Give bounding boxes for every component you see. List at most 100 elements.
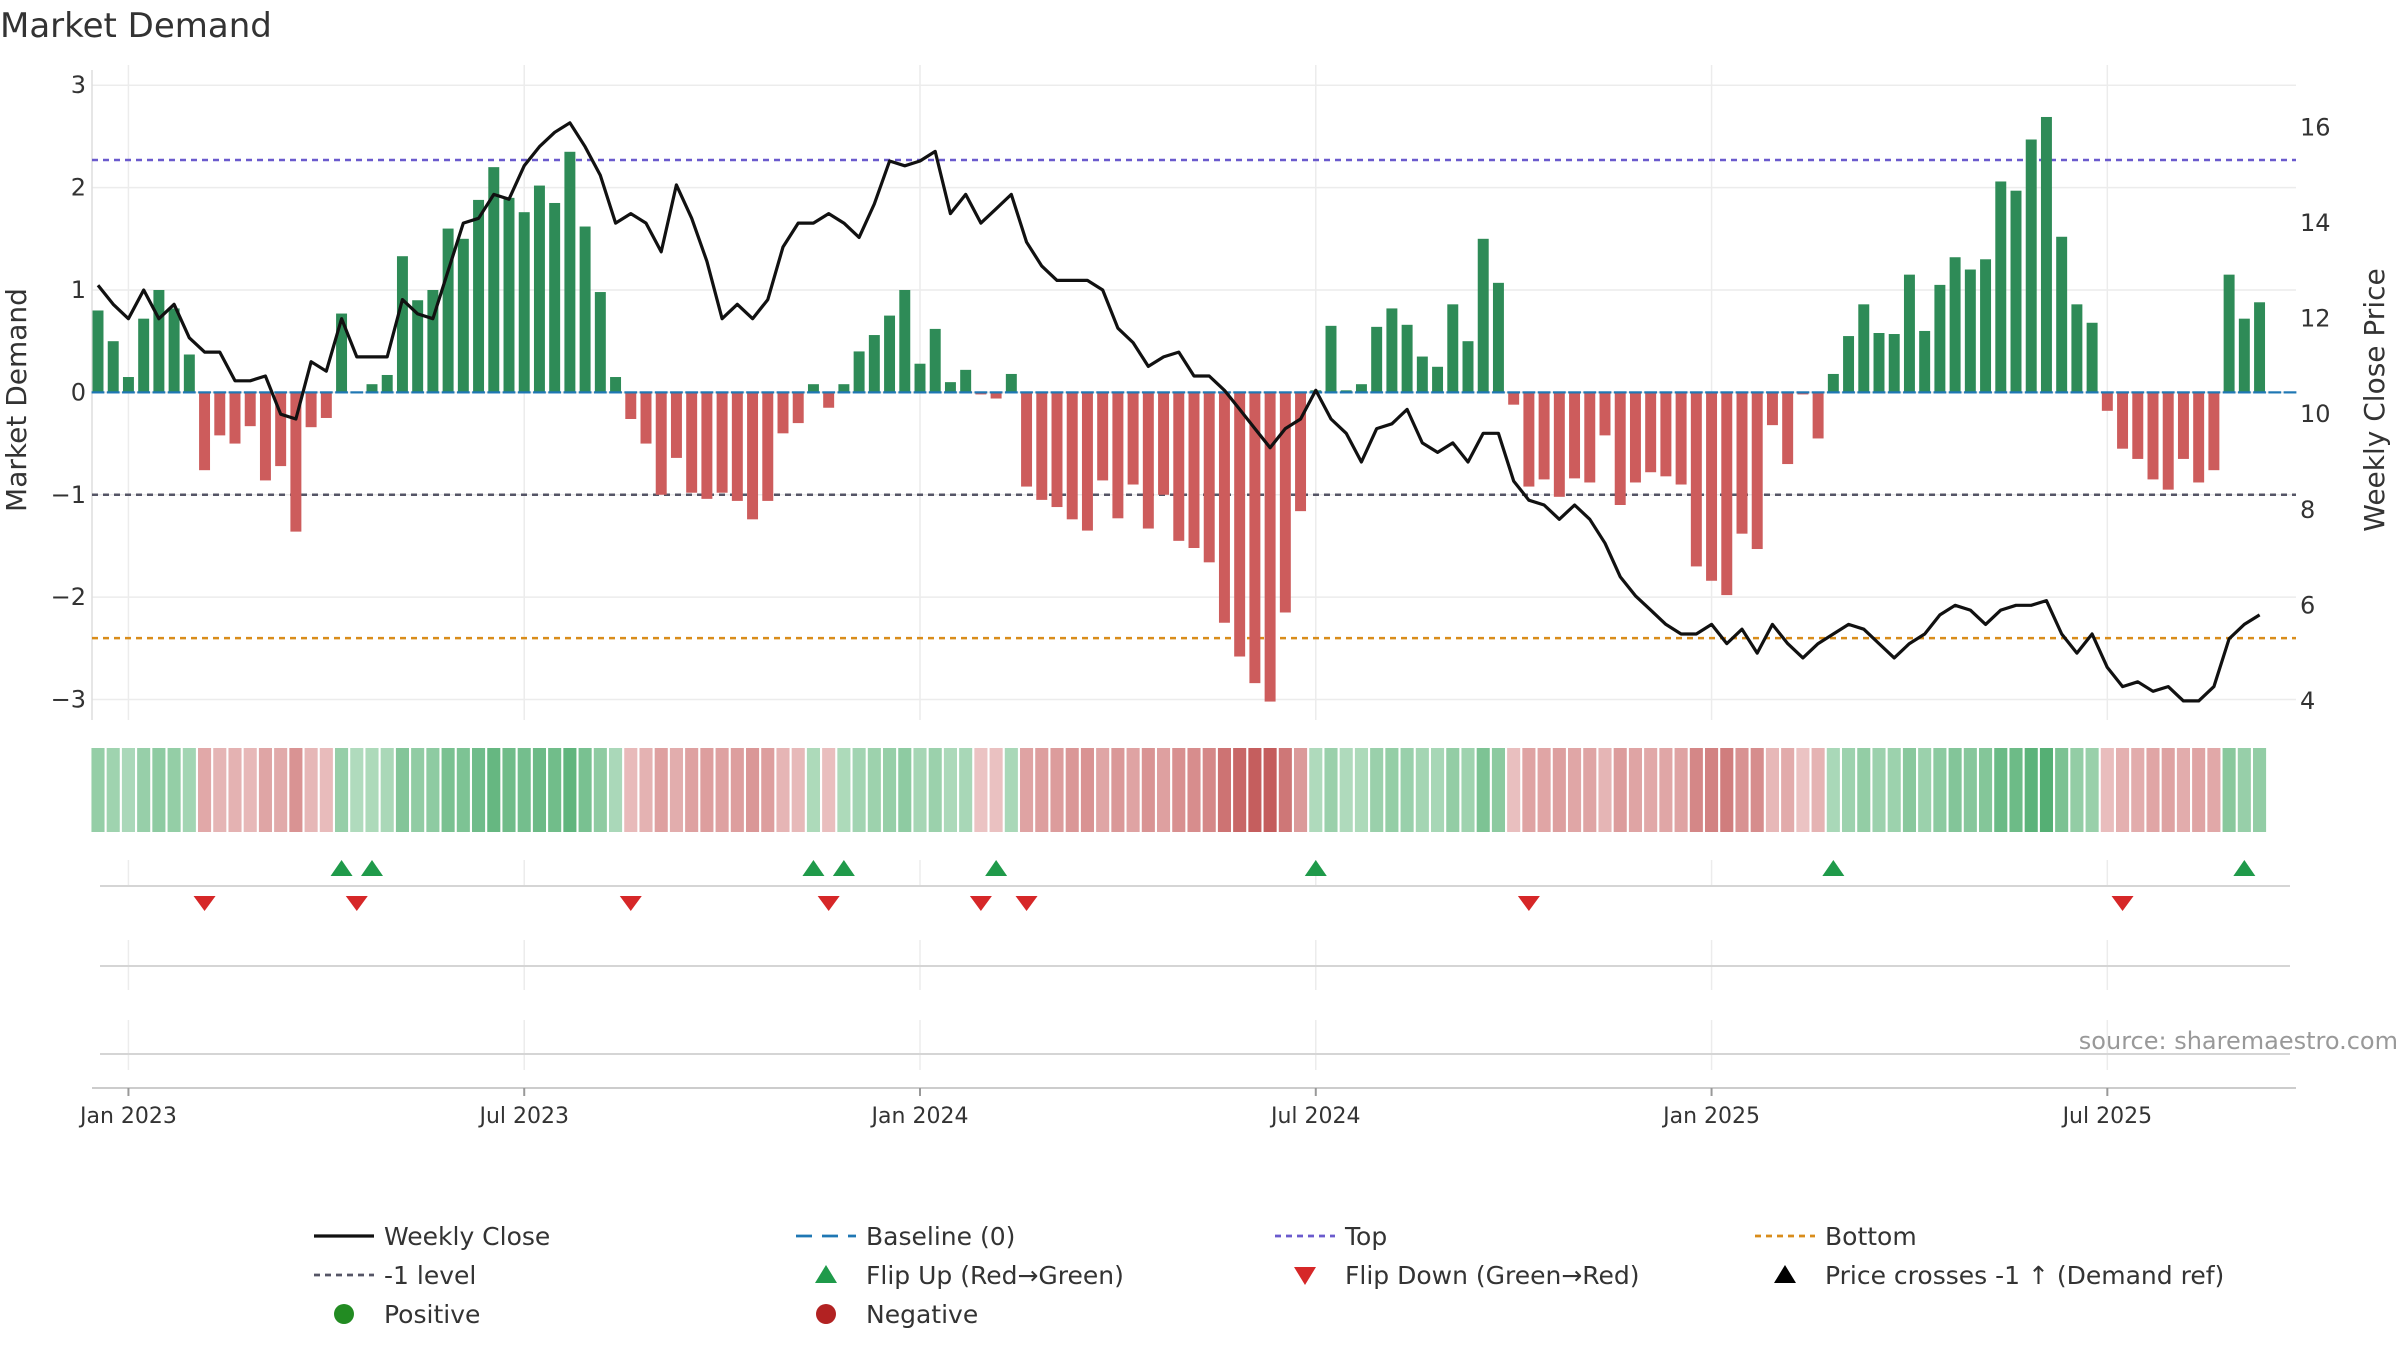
legend-label-negative: Negative (866, 1300, 978, 1329)
y-tick-label: −3 (51, 686, 86, 714)
positive-strip-cell (1963, 748, 1977, 832)
positive-strip-cell (609, 748, 623, 832)
negative-demand-bar (1751, 392, 1763, 550)
positive-demand-bar (1919, 330, 1931, 393)
negative-strip-cell (791, 748, 805, 832)
positive-demand-bar (2056, 236, 2068, 393)
negative-demand-bar (792, 392, 804, 424)
positive-strip-cell (2039, 748, 2053, 832)
negative-strip-cell (1141, 748, 1155, 832)
positive-strip-cell (1994, 748, 2008, 832)
positive-demand-bar (2223, 274, 2235, 393)
positive-strip-cell (532, 748, 546, 832)
negative-demand-bar (229, 392, 241, 444)
positive-strip-cell (959, 748, 973, 832)
legend-label-price-cross: Price crosses -1 ↑ (Demand ref) (1825, 1261, 2224, 1290)
legend-label-flip-down: Flip Down (Green→Red) (1345, 1261, 1640, 1290)
negative-demand-bar (1812, 392, 1824, 439)
y2-tick-label: 6 (2300, 591, 2315, 619)
legend-label-minus-one: -1 level (384, 1261, 476, 1290)
negative-demand-bar (655, 392, 667, 495)
positive-strip-cell (1887, 748, 1901, 832)
negative-strip-cell (974, 748, 988, 832)
flip-up-marker (361, 860, 383, 876)
positive-demand-bar (138, 318, 150, 393)
flip-down-marker (1517, 896, 1540, 911)
negative-demand-bar (1021, 392, 1033, 487)
y2-tick-label: 4 (2300, 687, 2315, 715)
positive-demand-bar (153, 290, 165, 393)
positive-strip-cell (1842, 748, 1856, 832)
negative-strip-cell (1689, 748, 1703, 832)
negative-demand-bar (1112, 392, 1124, 519)
y-tick-label: 3 (71, 71, 86, 99)
demand-heat-strip (91, 748, 2267, 832)
positive-demand-bar (1827, 373, 1839, 393)
y2-axis-label: Weekly Close Price (2358, 268, 2391, 531)
positive-strip-cell (593, 748, 607, 832)
negative-strip-cell (1111, 748, 1125, 832)
positive-demand-bar (1995, 181, 2007, 393)
negative-demand-bar (2101, 392, 2113, 411)
positive-demand-bar (2025, 139, 2037, 393)
negative-demand-bar (1188, 392, 1200, 548)
weekly-close-line (96, 121, 2261, 703)
positive-demand-bar (1903, 274, 1915, 393)
negative-strip-cell (1020, 748, 1034, 832)
legend-swatch-positive (334, 1304, 354, 1324)
negative-strip-cell (1126, 748, 1140, 832)
negative-strip-cell (274, 748, 288, 832)
positive-demand-bar (868, 335, 880, 393)
positive-strip-cell (1461, 748, 1475, 832)
positive-demand-bar (1934, 284, 1946, 393)
negative-strip-cell (1598, 748, 1612, 832)
legend-swatch-price-cross (1774, 1265, 1796, 1283)
negative-strip-cell (1263, 748, 1277, 832)
negative-strip-cell (1568, 748, 1582, 832)
positive-demand-bar (518, 212, 530, 393)
positive-demand-bar (1386, 308, 1398, 393)
x-tick-label: Jul 2024 (1269, 1104, 1361, 1129)
positive-demand-bar (1355, 384, 1367, 393)
negative-strip-cell (2131, 748, 2145, 832)
positive-strip-cell (2009, 748, 2023, 832)
negative-strip-cell (1217, 748, 1231, 832)
positive-strip-cell (1324, 748, 1338, 832)
negative-demand-bar (1234, 392, 1246, 657)
negative-demand-bar (2193, 392, 2205, 483)
positive-strip-cell (121, 748, 135, 832)
negative-strip-cell (1765, 748, 1779, 832)
positive-demand-bar (92, 310, 104, 393)
y2-tick-label: 16 (2300, 114, 2331, 142)
flip-up-marker (2233, 860, 2256, 876)
positive-demand-bar (2238, 318, 2250, 393)
negative-demand-bar (1660, 392, 1672, 477)
positive-strip-cell (2253, 748, 2267, 832)
negative-strip-cell (1659, 748, 1673, 832)
positive-strip-cell (1309, 748, 1323, 832)
positive-demand-bar (929, 328, 941, 393)
flip-up-marker (1822, 860, 1845, 876)
positive-strip-cell (167, 748, 181, 832)
positive-strip-cell (867, 748, 881, 832)
legend-swatch-flip-up (815, 1265, 837, 1283)
positive-strip-cell (1339, 748, 1353, 832)
positive-strip-cell (487, 748, 501, 832)
negative-demand-bar (823, 392, 835, 408)
negative-demand-bar (1736, 392, 1748, 534)
negative-strip-cell (746, 748, 760, 832)
legend-swatch-flip-down (1294, 1267, 1316, 1285)
positive-demand-bar (427, 290, 439, 393)
positive-strip-cell (1826, 748, 1840, 832)
positive-strip-cell (1476, 748, 1490, 832)
positive-demand-bar (1964, 269, 1976, 393)
positive-demand-bar (899, 290, 911, 393)
negative-demand-bar (2177, 392, 2189, 459)
y-tick-label: −2 (51, 583, 86, 611)
negative-strip-cell (685, 748, 699, 832)
legend-swatch-negative (816, 1304, 836, 1324)
positive-demand-bar (914, 363, 926, 393)
positive-demand-bar (533, 185, 545, 393)
